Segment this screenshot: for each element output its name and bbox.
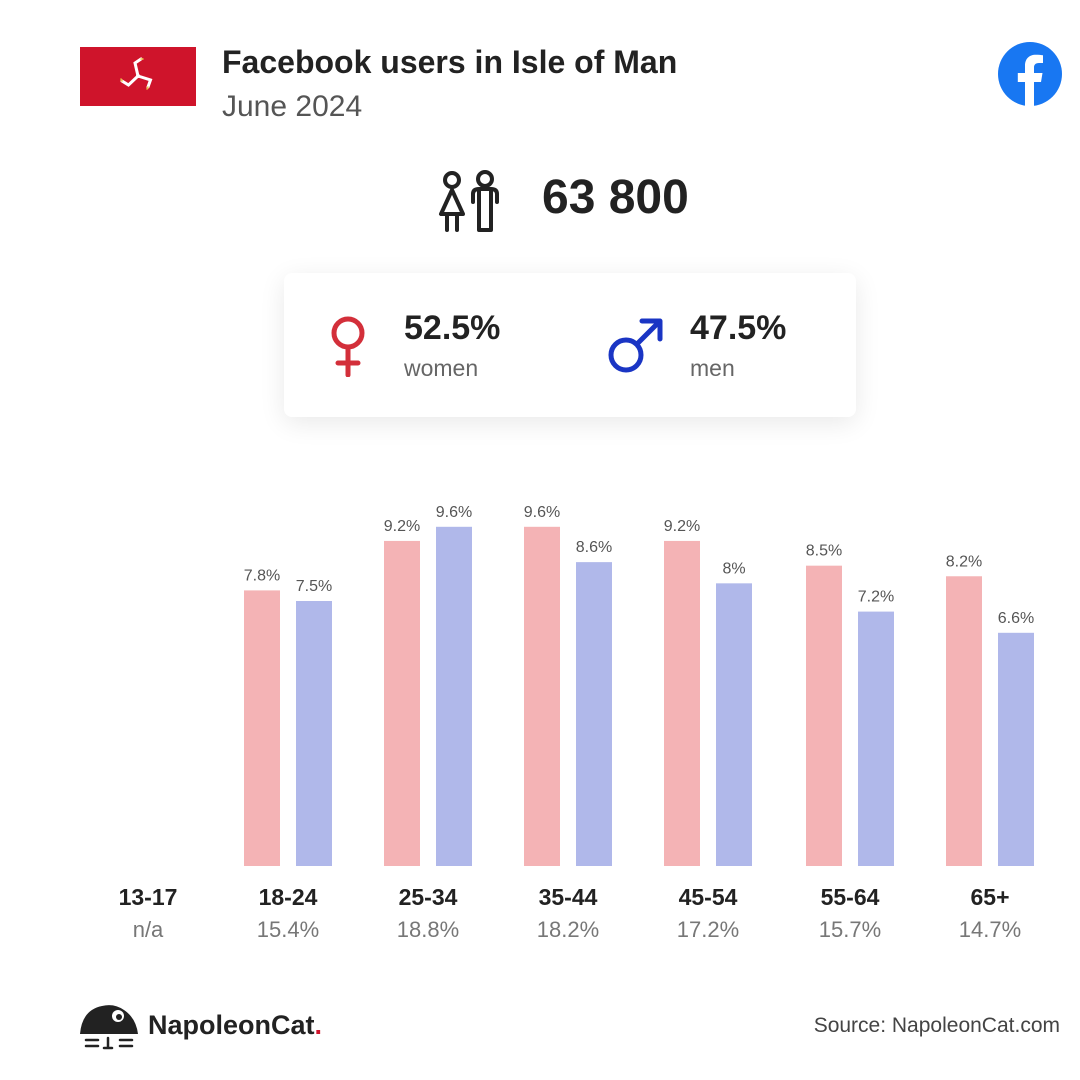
triskelion-icon: [120, 57, 153, 90]
age-group-total: 14.7%: [958, 917, 1022, 942]
bar-men-45-54: [716, 583, 752, 866]
value-label-men-25-34: 9.6%: [436, 504, 472, 521]
bar-women-65+: [946, 576, 982, 866]
bar-men-18-24: [296, 601, 332, 866]
value-label-men-55-64: 7.2%: [858, 589, 894, 606]
bar-men-35-44: [576, 562, 612, 866]
age-group-total: 15.7%: [818, 917, 882, 942]
bar-women-55-64: [806, 565, 842, 866]
female-symbol-icon: [331, 316, 365, 377]
value-label-men-45-54: 8%: [722, 560, 745, 577]
brand-name: NapoleonCat.: [148, 1010, 322, 1041]
facebook-icon: [998, 42, 1062, 106]
age-group-label: 18-24: [258, 884, 318, 910]
people-icon: [439, 170, 499, 232]
men-percentage: 47.5%: [690, 309, 787, 347]
value-label-women-45-54: 9.2%: [664, 518, 700, 535]
men-label: men: [690, 355, 735, 381]
napoleoncat-logo-icon: [80, 1005, 138, 1050]
bar-women-18-24: [244, 590, 280, 866]
age-group-label: 55-64: [820, 884, 880, 910]
women-label: women: [404, 355, 479, 381]
age-group-total: 18.2%: [536, 917, 600, 942]
age-group-label: 25-34: [398, 884, 458, 910]
bar-women-35-44: [524, 526, 560, 866]
value-label-women-55-64: 8.5%: [806, 543, 842, 560]
brand-text: NapoleonCat: [148, 1010, 315, 1040]
bar-women-45-54: [664, 540, 700, 866]
age-group-total: 17.2%: [676, 917, 740, 942]
value-label-men-65+: 6.6%: [998, 610, 1034, 627]
brand-dot: .: [314, 1010, 323, 1040]
value-label-men-18-24: 7.5%: [296, 578, 332, 595]
gender-split-card: 52.5% women 47.5% men: [284, 273, 856, 417]
bar-women-25-34: [384, 540, 420, 866]
isle-of-man-flag: [80, 47, 196, 106]
value-label-women-25-34: 9.2%: [384, 518, 420, 535]
age-group-label: 65+: [970, 884, 1010, 910]
value-label-women-18-24: 7.8%: [244, 567, 280, 584]
total-users: 63 800: [542, 171, 689, 224]
male-symbol-icon: [608, 318, 663, 373]
value-label-women-35-44: 9.6%: [524, 504, 560, 521]
age-group-label: 13-17: [118, 884, 178, 910]
value-label-men-35-44: 8.6%: [576, 539, 612, 556]
page-title: Facebook users in Isle of Man: [222, 44, 678, 80]
source-text: Source: NapoleonCat.com: [813, 1014, 1060, 1037]
page-subtitle: June 2024: [222, 90, 363, 123]
age-group-total: 15.4%: [256, 917, 320, 942]
age-group-total: n/a: [132, 917, 164, 942]
value-label-women-65+: 8.2%: [946, 553, 982, 570]
age-group-total: 18.8%: [396, 917, 460, 942]
bar-men-65+: [998, 632, 1034, 866]
bar-men-55-64: [858, 611, 894, 866]
women-percentage: 52.5%: [404, 309, 501, 347]
bar-men-25-34: [436, 526, 472, 866]
age-group-label: 45-54: [678, 884, 738, 910]
age-group-label: 35-44: [538, 884, 598, 910]
